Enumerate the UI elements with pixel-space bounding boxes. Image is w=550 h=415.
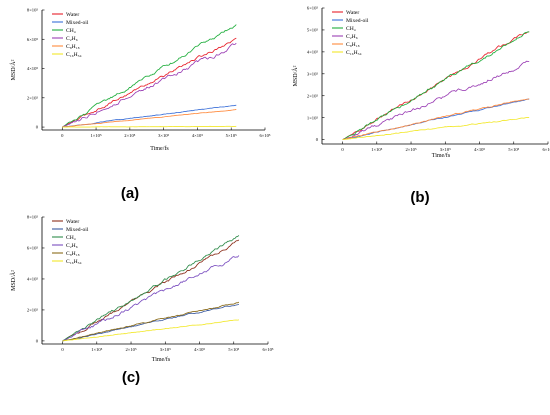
y-axis-label: MSD/Å² [9, 270, 17, 291]
series-line [62, 239, 240, 342]
y-tick-label: 6×10⁵ [307, 6, 318, 11]
chart-panel-b: 0 1×10⁵ 2×10⁵ 3×10⁵ 4×10⁵ 5×10⁵ 6×10⁵ 0 1×10⁵ 2×1… [291, 6, 550, 206]
x-tick-label: 0 [61, 347, 64, 352]
x-tick-label: 3×10⁵ [440, 147, 451, 152]
y-tick-label: 3×10⁵ [307, 71, 318, 76]
legend-label: CH₄ [346, 26, 356, 32]
legend-label: C₈H₁₈ [66, 251, 80, 257]
legend-label: C₁₆H₃₄ [346, 50, 362, 56]
y-tick-label: 2×10⁵ [27, 95, 38, 100]
series-line [62, 24, 237, 128]
legend-label: C₂H₆ [66, 36, 78, 42]
y-tick-label: 8×10⁵ [27, 8, 38, 13]
legend-label: Mixed-oil [66, 227, 89, 233]
y-tick-label: 4×10⁵ [27, 66, 38, 71]
legend-label: C₁₆H₃₄ [66, 52, 82, 58]
legend-label: C₈H₁₈ [66, 44, 80, 50]
y-axis-label: MSD/Å² [291, 65, 299, 86]
series-line [62, 125, 237, 128]
x-axis-label: Time/fs [152, 356, 171, 363]
x-tick-label: 2×10⁵ [405, 147, 416, 152]
series-line [342, 60, 530, 141]
x-tick-label: 4×10⁵ [194, 347, 205, 352]
y-tick-label: 2×10⁵ [27, 308, 38, 313]
series-line [62, 235, 240, 342]
x-tick-label: 6×10⁵ [262, 347, 273, 352]
y-tick-label: 0 [36, 125, 39, 130]
x-tick-label: 0 [341, 147, 344, 152]
panel-label: (c) [122, 369, 140, 386]
panel-label: (b) [410, 189, 429, 206]
x-tick-label: 2×10⁵ [124, 133, 135, 138]
x-tick-label: 6×10⁵ [542, 147, 550, 152]
x-tick-label: 6×10⁵ [259, 133, 270, 138]
x-tick-label: 3×10⁵ [160, 347, 171, 352]
y-tick-label: 2×10⁵ [307, 93, 318, 98]
legend-label: CH₄ [66, 28, 76, 34]
y-tick-label: 0 [36, 339, 39, 344]
series-line [342, 31, 530, 140]
x-tick-label: 1×10⁵ [371, 147, 382, 152]
x-tick-label: 1×10⁵ [91, 347, 102, 352]
x-tick-label: 4×10⁵ [192, 133, 203, 138]
x-tick-label: 1×10⁵ [91, 133, 102, 138]
series-line [342, 31, 530, 140]
legend-label: CH₄ [66, 235, 76, 241]
x-axis-label: Time/fs [150, 145, 169, 152]
legend-label: C₈H₁₈ [346, 42, 360, 48]
y-tick-label: 8×10⁵ [27, 215, 38, 220]
y-axis-label: MSD/Å² [9, 59, 17, 80]
series-line [62, 109, 237, 128]
y-tick-label: 0 [316, 137, 319, 142]
y-tick-label: 4×10⁵ [27, 277, 38, 282]
legend-label: C₂H₆ [346, 34, 358, 40]
x-tick-label: 4×10⁵ [474, 147, 485, 152]
legend-label: C₂H₆ [66, 243, 78, 249]
series-line [62, 42, 237, 128]
y-tick-label: 6×10⁵ [27, 37, 38, 42]
legend-label: C₁₆H₃₄ [66, 259, 82, 265]
y-tick-label: 6×10⁵ [27, 246, 38, 251]
series-line [62, 319, 240, 342]
series-line [342, 98, 530, 141]
series-line [62, 301, 240, 342]
legend-label: Water [346, 10, 359, 16]
series-line [62, 303, 240, 342]
y-tick-label: 5×10⁵ [307, 28, 318, 33]
legend-label: Mixed-oil [66, 20, 89, 26]
x-tick-label: 2×10⁵ [125, 347, 136, 352]
x-tick-label: 5×10⁵ [508, 147, 519, 152]
legend-label: Mixed-oil [346, 18, 369, 24]
y-tick-label: 4×10⁵ [307, 49, 318, 54]
x-tick-label: 5×10⁵ [228, 347, 239, 352]
x-axis-label: Time/fs [432, 152, 451, 159]
series-line [342, 98, 530, 141]
series-line [62, 255, 240, 342]
series-line [62, 37, 237, 128]
x-tick-label: 3×10⁵ [158, 133, 169, 138]
legend-label: Water [66, 219, 79, 225]
panel-label: (a) [121, 185, 139, 202]
y-tick-label: 1×10⁵ [307, 115, 318, 120]
x-tick-label: 0 [61, 133, 64, 138]
chart-panel-a: 0 1×10⁵ 2×10⁵ 3×10⁵ 4×10⁵ 5×10⁵ 6×10⁵ 0 2×10⁵ 4×1… [9, 8, 271, 202]
legend-label: Water [66, 12, 79, 18]
x-tick-label: 5×10⁵ [226, 133, 237, 138]
chart-panel-c: 0 1×10⁵ 2×10⁵ 3×10⁵ 4×10⁵ 5×10⁵ 6×10⁵ 0 2×10⁵ 4×1… [9, 215, 274, 386]
series-line [342, 117, 530, 141]
